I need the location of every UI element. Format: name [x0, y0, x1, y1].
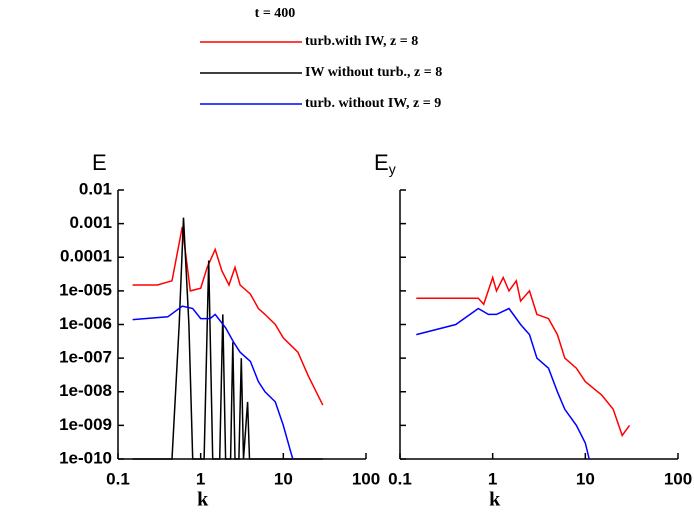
y-axis-label: Ey	[374, 150, 396, 177]
series-line	[416, 274, 631, 438]
series-line	[416, 307, 590, 460]
x-axis-label: k	[197, 489, 209, 511]
x-tick-label: 100	[664, 469, 692, 488]
x-tick-label: 100	[352, 469, 380, 488]
legend-label: IW without turb., z = 8	[305, 65, 442, 80]
y-label-main: E	[92, 150, 107, 175]
y-label-sub: y	[389, 161, 396, 177]
x-tick-label: 1	[488, 469, 497, 488]
x-tick-label: 1	[196, 469, 205, 488]
legend-label: turb. without IW, z = 9	[305, 96, 441, 111]
y-tick-label: 0.01	[79, 179, 112, 198]
y-tick-label: 1e-005	[59, 280, 112, 299]
x-axis-label: k	[489, 489, 501, 511]
y-tick-label: 1e-008	[59, 381, 112, 400]
y-label-main: E	[374, 150, 389, 175]
y-tick-label: 1e-010	[59, 448, 112, 467]
x-tick-label: 0.1	[388, 469, 412, 488]
legend-label: turb.with IW, z = 8	[305, 34, 418, 49]
y-tick-label: 0.0001	[60, 247, 112, 266]
y-tick-label: 1e-009	[59, 415, 112, 434]
x-tick-label: 10	[576, 469, 595, 488]
y-tick-label: 0.001	[69, 213, 112, 232]
y-tick-label: 1e-007	[59, 348, 112, 367]
y-tick-label: 1e-006	[59, 314, 112, 333]
series-line	[132, 226, 324, 406]
x-tick-label: 0.1	[106, 469, 130, 488]
series-line	[132, 305, 294, 460]
x-tick-label: 10	[274, 469, 293, 488]
series-line	[132, 217, 323, 460]
y-axis-label: E	[92, 150, 107, 175]
figure-title: t = 400	[255, 6, 296, 21]
